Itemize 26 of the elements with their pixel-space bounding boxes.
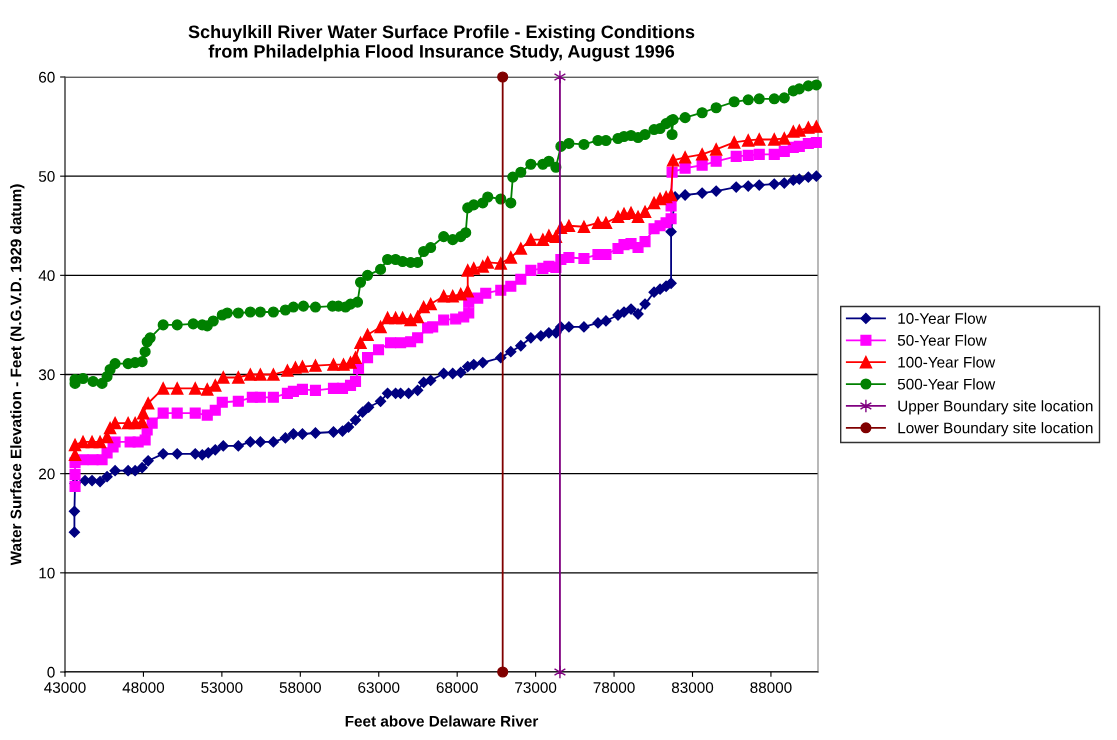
y-tick-label: 60 bbox=[39, 71, 55, 83]
y-tick-label: 40 bbox=[38, 270, 55, 282]
x-tick-label: 53000 bbox=[201, 682, 243, 693]
y-tick-label: 50 bbox=[38, 171, 55, 182]
x-tick-label: 68000 bbox=[436, 682, 478, 693]
x-tick-label: 63000 bbox=[358, 682, 400, 693]
y-axis-title: Water Surface Elevation - Feet (N.G.V.D. 1929 datum) bbox=[10, 184, 25, 566]
x-tick-label: 48000 bbox=[122, 682, 165, 693]
y-tick-label: 10 bbox=[39, 567, 55, 579]
x-tick-label: 58000 bbox=[279, 682, 321, 693]
legend-label: Lower Boundary site location bbox=[898, 422, 1093, 437]
legend-label: 100-Year Flow bbox=[898, 356, 996, 368]
legend-label: 50-Year Flow bbox=[897, 334, 987, 346]
legend-label: 500-Year Flow bbox=[897, 378, 996, 390]
x-axis-title: Feet above Delaware River bbox=[345, 715, 539, 727]
y-tick-label: 20 bbox=[39, 468, 55, 480]
chart-title: Schuylkill River Water Surface Profile - Existing Conditions from Philadelphia Flood Insurance Study, August 1996 bbox=[188, 24, 695, 62]
y-tick-label: 30 bbox=[38, 369, 55, 381]
legend-label: 10-Year Flow bbox=[898, 312, 987, 324]
x-tick-label: 43000 bbox=[44, 682, 86, 693]
legend-label: Upper Boundary site location bbox=[898, 400, 1093, 415]
x-tick-label: 78000 bbox=[593, 682, 635, 693]
x-tick-label: 88000 bbox=[750, 682, 792, 693]
x-tick-label: 73000 bbox=[515, 682, 557, 693]
y-tick-label: 0 bbox=[47, 666, 55, 678]
x-tick-label: 83000 bbox=[671, 682, 714, 693]
